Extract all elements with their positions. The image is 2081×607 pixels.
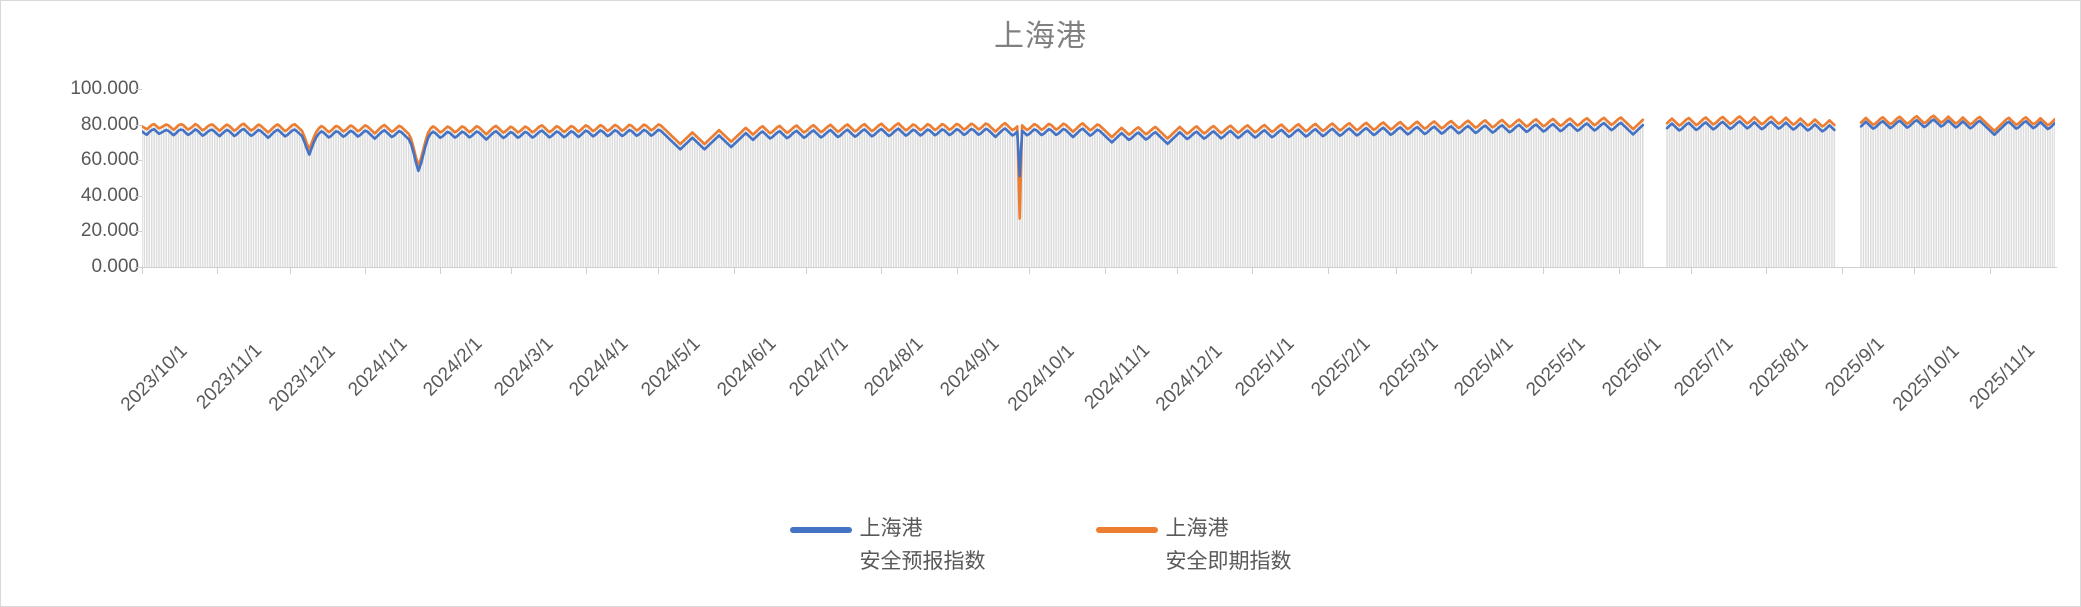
series-svg (142, 114, 2055, 267)
x-axis-tick-mark (1618, 267, 1620, 274)
x-axis-tick-label: 2024/3/1 (489, 333, 558, 401)
legend-label: 上海港 安全预报指数 (860, 513, 986, 578)
x-axis-tick-label: 2024/10/1 (1004, 340, 1079, 416)
legend-line-swatch-icon (789, 527, 852, 533)
line-path-forecast-index (142, 118, 2055, 178)
x-axis-tick-mark (1395, 267, 1397, 274)
x-axis-tick-mark (1766, 267, 1768, 274)
plot-area (142, 89, 2055, 267)
y-axis-tick-mark (135, 231, 142, 233)
x-axis-tick-label: 2025/8/1 (1745, 333, 1813, 401)
x-axis-tick-label: 2024/4/1 (565, 333, 633, 401)
x-axis-tick-mark (1029, 267, 1031, 274)
x-axis-tick-label: 2024/1/1 (344, 333, 412, 401)
x-axis-tick-mark (1543, 267, 1545, 274)
x-axis-tick-label: 2023/11/1 (192, 339, 267, 414)
legend-label-line2: 安全预报指数 (859, 549, 986, 573)
legend-item[interactable]: 上海港 安全即期指数 (1095, 513, 1292, 578)
x-axis-tick-label: 2024/11/1 (1080, 339, 1154, 414)
x-axis-tick-mark (733, 267, 735, 274)
x-axis-tick-mark (806, 267, 808, 274)
legend-label-line2: 安全即期指数 (1165, 549, 1292, 573)
x-axis-labels: 2023/10/1 2023/11/1 2023/12/1 2024/1/1 2024/… (117, 275, 2055, 415)
x-axis-tick-mark (1914, 267, 1916, 274)
x-axis-tick-mark (440, 267, 442, 274)
x-axis-tick-label: 2024/12/1 (1152, 340, 1227, 416)
y-axis-tick-label: 0.000 (91, 256, 139, 277)
x-axis-tick-mark (1252, 267, 1254, 274)
x-axis-tick-mark (217, 267, 219, 274)
y-axis-tick-mark (135, 195, 142, 197)
legend-label: 上海港 安全即期指数 (1166, 513, 1292, 578)
x-axis-tick-label: 2025/9/1 (1820, 333, 1889, 401)
x-axis-tick-label: 2025/1/1 (1231, 333, 1299, 401)
x-axis-tick-mark (1177, 267, 1179, 274)
x-axis-tick-label: 2024/7/1 (785, 333, 853, 401)
x-axis-tick-mark (1989, 267, 1991, 274)
y-axis-labels: 100.000 80.000 60.000 40.000 20.000 0.000 (19, 78, 139, 277)
x-axis-tick-mark (510, 267, 512, 274)
x-axis-tick-mark (956, 267, 958, 274)
x-axis-tick-mark (289, 267, 291, 274)
x-axis-tick-label: 2025/7/1 (1670, 333, 1738, 401)
x-axis-tick-mark (1841, 267, 1843, 274)
y-axis-tick-mark (135, 124, 142, 126)
x-axis-tick-mark (365, 267, 367, 274)
x-axis-tick-label: 2023/10/1 (116, 340, 192, 416)
x-axis-tick-label: 2025/4/1 (1450, 333, 1518, 401)
line-path-spot-index (142, 114, 2055, 220)
legend-line-swatch-icon (1095, 527, 1158, 533)
x-axis-tick-label: 2023/12/1 (264, 340, 340, 416)
legend-label-line1: 上海港 (1165, 517, 1229, 540)
y-axis-tick-label: 80.000 (80, 113, 139, 135)
x-axis-tick-label: 2024/9/1 (936, 333, 1004, 401)
x-axis-tick-label: 2025/3/1 (1374, 333, 1443, 401)
legend-label-line1: 上海港 (859, 517, 923, 540)
y-axis-tick-mark (135, 160, 142, 162)
background-bars-group (142, 115, 2055, 267)
x-axis-tick-mark (585, 267, 587, 274)
x-axis-tick-marks (142, 267, 2055, 274)
x-axis-tick-label: 2024/8/1 (860, 333, 928, 401)
legend-item[interactable]: 上海港 安全预报指数 (789, 513, 986, 578)
x-axis-tick-mark (1104, 267, 1106, 274)
y-axis-tick-label: 20.000 (80, 220, 139, 242)
x-axis-tick-mark (142, 267, 143, 274)
x-axis-tick-label: 2024/2/1 (419, 333, 487, 401)
x-axis-tick-label: 2025/5/1 (1522, 333, 1590, 401)
y-axis-tick-label: 60.000 (80, 149, 139, 171)
page-title: 上海港 (994, 20, 1087, 53)
x-axis-tick-label: 2025/2/1 (1306, 333, 1375, 401)
y-axis-tick-mark (135, 89, 142, 90)
x-axis-tick-label: 2025/11/1 (1965, 339, 2039, 414)
x-axis-tick-mark (881, 267, 883, 274)
x-axis-tick-label: 2024/6/1 (712, 333, 781, 401)
x-axis-tick-mark (1470, 267, 1472, 274)
chart-legend: 上海港 安全预报指数 上海港 安全即期指数 (1, 513, 2080, 578)
x-axis-tick-mark (1691, 267, 1693, 274)
x-axis-tick-label: 2024/5/1 (637, 333, 705, 401)
y-axis-tick-label: 40.000 (80, 184, 139, 206)
x-axis-tick-mark (658, 267, 660, 274)
y-axis-tick-marks (135, 89, 142, 268)
y-axis-tick-label: 100.000 (70, 78, 139, 99)
x-axis-line (135, 267, 2057, 268)
x-axis-tick-mark (1327, 267, 1329, 274)
x-axis-tick-label: 2025/6/1 (1597, 333, 1666, 401)
x-axis-tick-label: 2025/10/1 (1889, 340, 1964, 416)
